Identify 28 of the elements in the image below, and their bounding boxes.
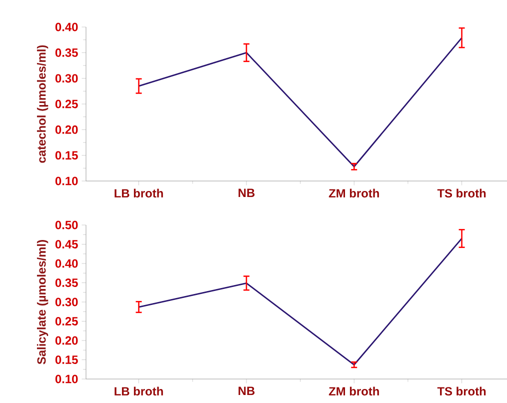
x-tick-label: LB broth (114, 188, 163, 198)
y-tick-label: 0.20 (55, 125, 78, 134)
x-tick-label: TS broth (437, 386, 486, 396)
y-tick-label: 0.40 (55, 259, 78, 268)
y-tick-label: 0.30 (55, 298, 78, 306)
y-tick-label: 0.30 (55, 74, 78, 83)
x-tick-label: ZM broth (328, 386, 379, 396)
x-tick-label: TS broth (437, 188, 486, 198)
line-series (138, 37, 462, 168)
y-tick-label: 0.50 (55, 220, 78, 230)
y-tick-label: 0.15 (55, 151, 78, 160)
x-tick-label: ZM broth (328, 188, 379, 198)
y-tick-label: 0.10 (55, 176, 78, 186)
y-tick-label: 0.35 (55, 278, 78, 287)
y-axis-title: Salicylate (µmoles/ml) (36, 240, 48, 364)
y-tick-label: 0.15 (55, 356, 78, 364)
y-tick-label: 0.10 (55, 374, 78, 384)
y-tick-label: 0.25 (55, 100, 78, 108)
y-tick-label: 0.25 (55, 317, 78, 326)
y-tick-label: 0.20 (55, 336, 78, 345)
y-axis-title: catechol (µmoles/ml) (36, 45, 48, 163)
y-tick-label: 0.40 (55, 22, 78, 32)
y-tick-label: 0.45 (55, 240, 78, 248)
y-tick-label: 0.35 (55, 48, 78, 57)
x-tick-label: LB broth (114, 386, 163, 396)
line-series (138, 238, 462, 366)
x-tick-label: NB (238, 188, 255, 197)
x-tick-label: NB (238, 386, 255, 395)
